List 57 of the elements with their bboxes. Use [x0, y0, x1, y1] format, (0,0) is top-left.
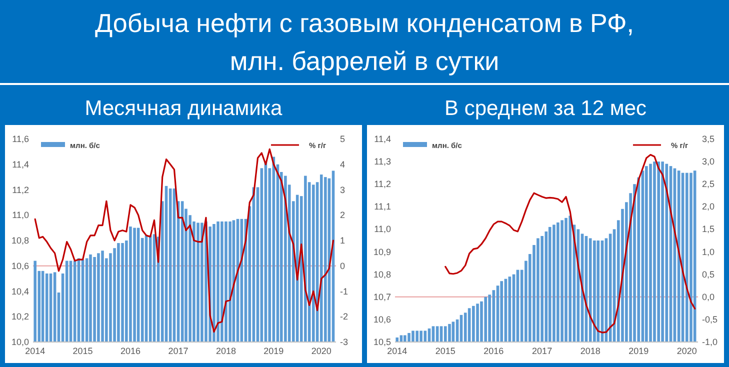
x-tick-label: 2014 — [25, 346, 46, 356]
y-tick-label: 11,0 — [12, 210, 29, 220]
y-tick-label: 11,1 — [374, 202, 391, 212]
chart-subtitle: Месячная динамика — [84, 97, 283, 120]
chart-subtitle: В среднем за 12 мес — [444, 97, 646, 120]
y2-tick-label: -3 — [340, 337, 348, 347]
y-tick-label: 10,6 — [11, 260, 29, 271]
y-tick-label: 11,6 — [12, 134, 29, 144]
x-tick-label: 2015 — [72, 346, 93, 356]
x-tick-label: 2020 — [311, 346, 332, 356]
y2-tick-label: 2,0 — [702, 202, 715, 212]
y2-tick-label: 2 — [340, 210, 346, 220]
line-series — [444, 154, 696, 334]
y2-tick-label: 0 — [340, 260, 346, 271]
y2-tick-label: 2,5 — [702, 179, 715, 190]
y-tick-label: 10,0 — [11, 337, 29, 347]
y-tick-label: 11,4 — [12, 159, 29, 170]
x-tick-label: 2014 — [387, 346, 408, 356]
x-tick-label: 2019 — [264, 346, 284, 356]
y-tick-label: 10,5 — [373, 337, 391, 347]
y2-tick-label: 4 — [340, 159, 346, 170]
y2-tick-label: -2 — [340, 312, 348, 322]
y-tick-label: 10,7 — [373, 292, 391, 302]
x-tick-label: 2018 — [580, 346, 600, 356]
y-tick-label: 11,0 — [374, 224, 391, 234]
y2-tick-label: 5 — [340, 134, 346, 144]
y-tick-label: 11,2 — [374, 179, 391, 190]
chart-title: Добыча нефти с газовым конденсатом в РФ, млн. баррелей в сутки — [94, 8, 634, 76]
y2-tick-label: 0,0 — [702, 292, 715, 302]
x-tick-label: 2017 — [532, 346, 552, 356]
line-series — [34, 148, 334, 333]
x-tick-label: 2016 — [120, 346, 140, 356]
y-tick-label: 11,4 — [374, 134, 391, 144]
y2-tick-label: 3,5 — [702, 134, 715, 144]
x-tick-label: 2018 — [216, 346, 236, 356]
y-tick-label: 10,2 — [11, 312, 29, 322]
y2-tick-label: 1,5 — [702, 224, 715, 234]
y-tick-label: 10,8 — [373, 269, 391, 280]
x-tick-label: 2015 — [435, 346, 456, 356]
x-tick-label: 2020 — [676, 346, 697, 356]
y-tick-label: 11,3 — [374, 156, 391, 167]
y2-tick-label: -0,5 — [702, 314, 718, 324]
y2-tick-label: -1 — [340, 286, 348, 296]
y2-tick-label: 0,5 — [702, 269, 715, 280]
x-tick-label: 2017 — [168, 346, 188, 356]
y-tick-label: 10,9 — [373, 246, 391, 257]
y-tick-label: 10,4 — [11, 286, 29, 296]
y2-tick-label: 3,0 — [702, 156, 715, 167]
y2-tick-label: -1,0 — [702, 337, 718, 347]
y2-tick-label: 1 — [340, 236, 346, 246]
y-tick-label: 10,8 — [11, 236, 29, 246]
y2-tick-label: 3 — [340, 184, 346, 195]
y-tick-label: 11,2 — [12, 184, 29, 195]
x-tick-label: 2019 — [628, 346, 649, 356]
x-tick-label: 2016 — [484, 346, 504, 356]
y-tick-label: 10,6 — [373, 314, 391, 324]
y2-tick-label: 1,0 — [702, 246, 715, 257]
